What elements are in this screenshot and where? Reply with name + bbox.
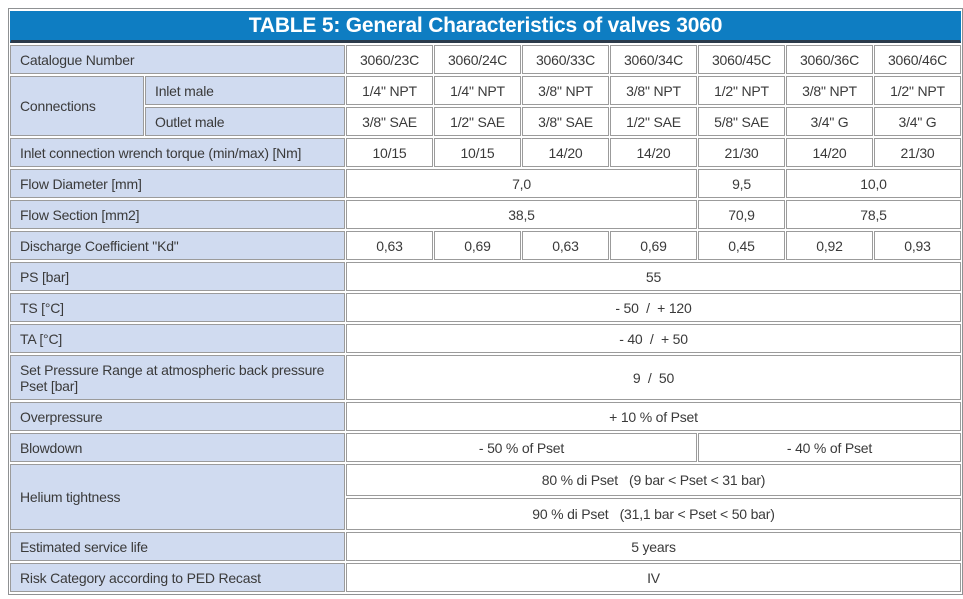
blowdown-value-cell: - 50 % of Pset: [346, 433, 697, 463]
service-life-value-cell: 5 years: [346, 532, 961, 562]
row-label-helium-tightness: Helium tightness: [10, 464, 345, 531]
set-pressure-value-cell: 9 / 50: [346, 355, 961, 401]
torque-value-cell: 10/15: [346, 138, 433, 168]
blowdown-value-cell: - 40 % of Pset: [698, 433, 961, 463]
torque-value-cell: 21/30: [698, 138, 785, 168]
row-helium-tightness-1: Helium tightness 80 % di Pset (9 bar < P…: [10, 464, 961, 531]
valve-characteristics-table: TABLE 5: General Characteristics of valv…: [8, 8, 963, 596]
row-label-flow-section: Flow Section [mm2]: [10, 200, 345, 230]
row-catalogue-number: Catalogue Number 3060/23C 3060/24C 3060/…: [10, 45, 961, 75]
inlet-value-cell: 3/8" NPT: [522, 76, 609, 106]
inlet-value-cell: 1/2" NPT: [874, 76, 961, 106]
torque-value-cell: 10/15: [434, 138, 521, 168]
flow-section-value-cell: 70,9: [698, 200, 785, 230]
flow-diameter-value-cell: 9,5: [698, 169, 785, 199]
row-label-catalogue-number: Catalogue Number: [10, 45, 345, 75]
flow-diameter-value-cell: 10,0: [786, 169, 961, 199]
row-label-risk-category: Risk Category according to PED Recast: [10, 563, 345, 593]
inlet-value-cell: 3/8" NPT: [786, 76, 873, 106]
discharge-value-cell: 0,69: [610, 231, 697, 261]
flow-section-value-cell: 78,5: [786, 200, 961, 230]
helium-value-cell: 80 % di Pset (9 bar < Pset < 31 bar): [346, 464, 961, 497]
row-service-life: Estimated service life 5 years: [10, 532, 961, 562]
row-label-outlet-male: Outlet male: [145, 107, 345, 137]
row-helium-tightness-2: 90 % di Pset (31,1 bar < Pset < 50 bar): [10, 498, 961, 531]
outlet-value-cell: 3/4" G: [786, 107, 873, 137]
catalogue-value-cell: 3060/34C: [610, 45, 697, 75]
inlet-value-cell: 1/4" NPT: [434, 76, 521, 106]
inlet-value-cell: 1/4" NPT: [346, 76, 433, 106]
catalogue-value-cell: 3060/36C: [786, 45, 873, 75]
row-flow-diameter: Flow Diameter [mm] 7,0 9,5 10,0: [10, 169, 961, 199]
outlet-value-cell: 1/2" SAE: [610, 107, 697, 137]
outlet-value-cell: 1/2" SAE: [434, 107, 521, 137]
ps-value-cell: 55: [346, 262, 961, 292]
outlet-value-cell: 3/4" G: [874, 107, 961, 137]
row-label-wrench-torque: Inlet connection wrench torque (min/max)…: [10, 138, 345, 168]
row-wrench-torque: Inlet connection wrench torque (min/max)…: [10, 138, 961, 168]
row-risk-category: Risk Category according to PED Recast IV: [10, 563, 961, 593]
row-label-ta: TA [°C]: [10, 324, 345, 354]
row-connections-outlet: Outlet male 3/8" SAE 1/2" SAE 3/8" SAE 1…: [10, 107, 961, 137]
row-label-ps: PS [bar]: [10, 262, 345, 292]
torque-value-cell: 21/30: [874, 138, 961, 168]
catalogue-value-cell: 3060/24C: [434, 45, 521, 75]
table-title-row: TABLE 5: General Characteristics of valv…: [10, 11, 961, 44]
row-ps: PS [bar] 55: [10, 262, 961, 292]
catalogue-value-cell: 3060/33C: [522, 45, 609, 75]
discharge-value-cell: 0,69: [434, 231, 521, 261]
flow-section-value-cell: 38,5: [346, 200, 697, 230]
torque-value-cell: 14/20: [610, 138, 697, 168]
row-label-connections: Connections: [10, 76, 144, 137]
row-label-overpressure: Overpressure: [10, 402, 345, 432]
inlet-value-cell: 3/8" NPT: [610, 76, 697, 106]
outlet-value-cell: 3/8" SAE: [346, 107, 433, 137]
risk-category-value-cell: IV: [346, 563, 961, 593]
outlet-value-cell: 3/8" SAE: [522, 107, 609, 137]
row-label-flow-diameter: Flow Diameter [mm]: [10, 169, 345, 199]
row-label-discharge-coefficient: Discharge Coefficient "Kd": [10, 231, 345, 261]
ta-value-cell: - 40 / + 50: [346, 324, 961, 354]
discharge-value-cell: 0,63: [346, 231, 433, 261]
row-ts: TS [°C] - 50 / + 120: [10, 293, 961, 323]
torque-value-cell: 14/20: [522, 138, 609, 168]
discharge-value-cell: 0,45: [698, 231, 785, 261]
helium-value-cell: 90 % di Pset (31,1 bar < Pset < 50 bar): [346, 498, 961, 531]
ts-value-cell: - 50 / + 120: [346, 293, 961, 323]
row-flow-section: Flow Section [mm2] 38,5 70,9 78,5: [10, 200, 961, 230]
inlet-value-cell: 1/2" NPT: [698, 76, 785, 106]
row-label-ts: TS [°C]: [10, 293, 345, 323]
row-ta: TA [°C] - 40 / + 50: [10, 324, 961, 354]
row-overpressure: Overpressure + 10 % of Pset: [10, 402, 961, 432]
discharge-value-cell: 0,92: [786, 231, 873, 261]
row-connections-inlet: Connections Inlet male 1/4" NPT 1/4" NPT…: [10, 76, 961, 137]
flow-diameter-value-cell: 7,0: [346, 169, 697, 199]
discharge-value-cell: 0,63: [522, 231, 609, 261]
row-label-set-pressure-range: Set Pressure Range at atmospheric back p…: [10, 355, 345, 401]
row-label-blowdown: Blowdown: [10, 433, 345, 463]
row-discharge-coefficient: Discharge Coefficient "Kd" 0,63 0,69 0,6…: [10, 231, 961, 261]
catalogue-value-cell: 3060/46C: [874, 45, 961, 75]
catalogue-value-cell: 3060/23C: [346, 45, 433, 75]
torque-value-cell: 14/20: [786, 138, 873, 168]
discharge-value-cell: 0,93: [874, 231, 961, 261]
row-label-inlet-male: Inlet male: [145, 76, 345, 106]
row-blowdown: Blowdown - 50 % of Pset - 40 % of Pset: [10, 433, 961, 463]
row-label-service-life: Estimated service life: [10, 532, 345, 562]
row-set-pressure-range: Set Pressure Range at atmospheric back p…: [10, 355, 961, 401]
outlet-value-cell: 5/8" SAE: [698, 107, 785, 137]
table-title: TABLE 5: General Characteristics of valv…: [10, 11, 961, 44]
overpressure-value-cell: + 10 % of Pset: [346, 402, 961, 432]
catalogue-value-cell: 3060/45C: [698, 45, 785, 75]
